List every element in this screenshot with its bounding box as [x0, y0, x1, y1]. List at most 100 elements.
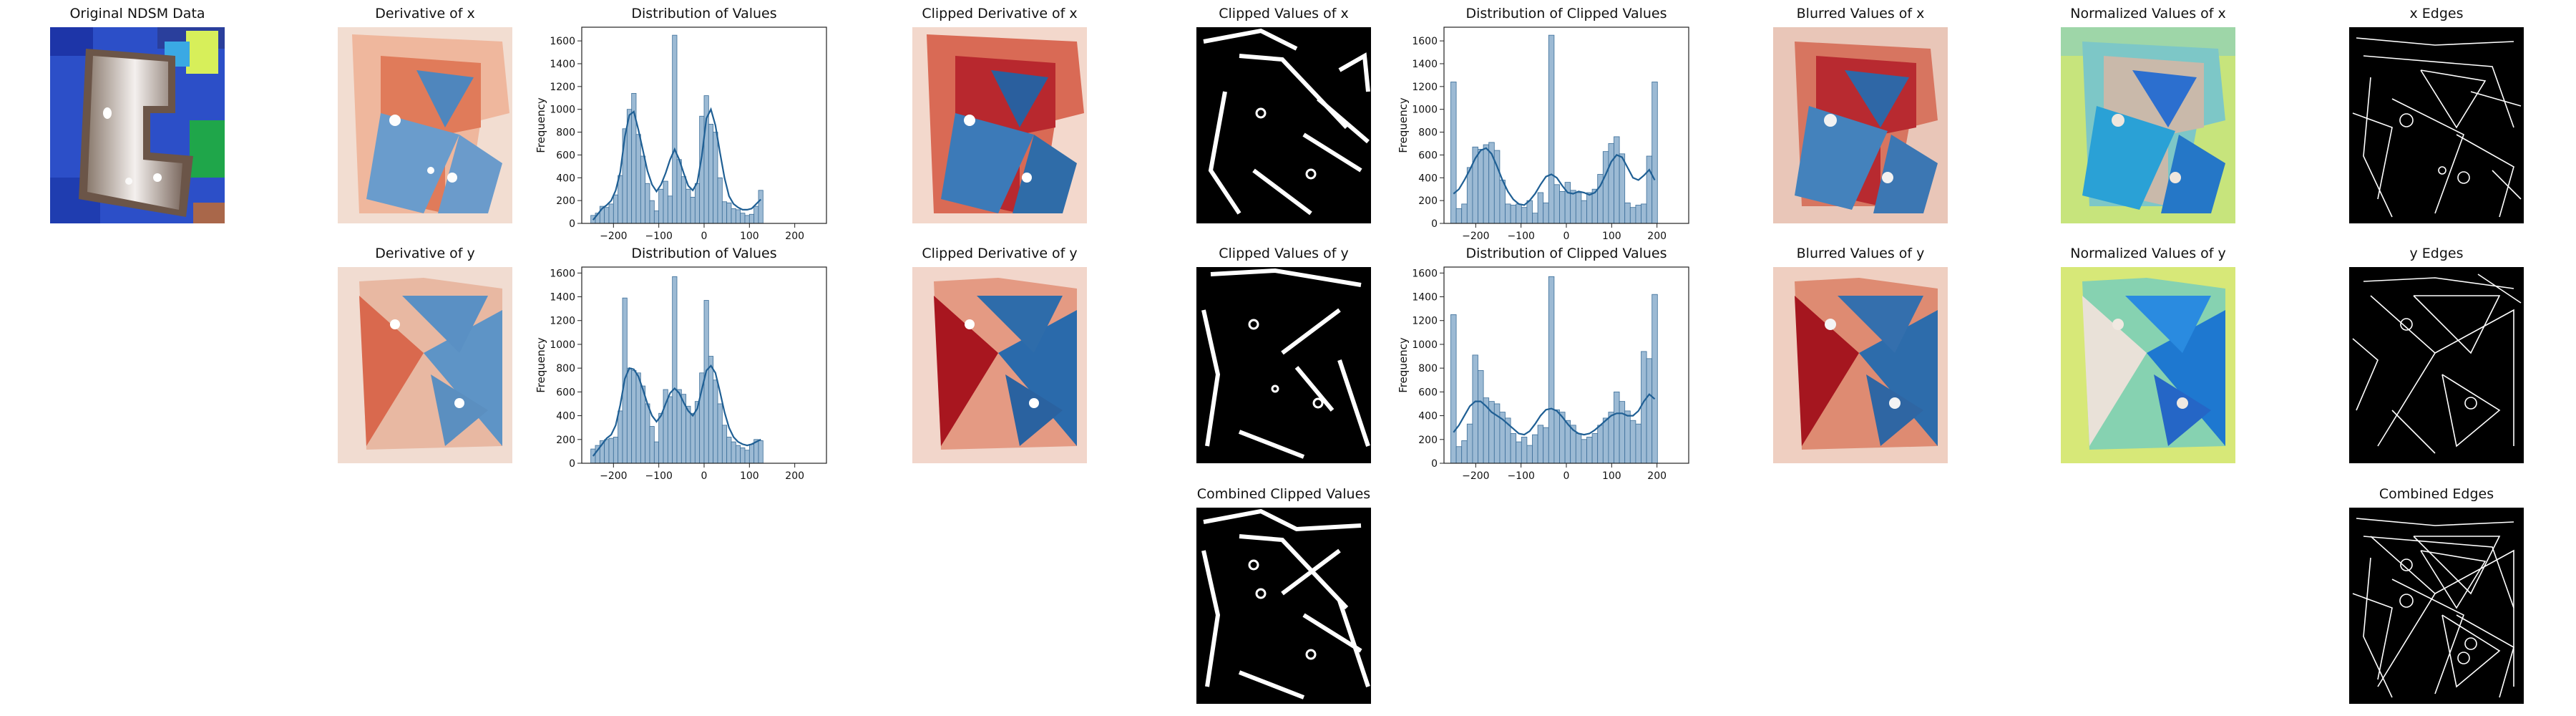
- y-tick-label: 1200: [1412, 82, 1438, 93]
- histogram-bar: [1510, 205, 1517, 224]
- histogram-bar: [667, 396, 673, 464]
- x-tick-label: 100: [1602, 470, 1621, 482]
- x-tick-label: 100: [740, 231, 759, 242]
- y-tick-label: 1000: [1412, 339, 1438, 351]
- histogram-bar: [1614, 136, 1620, 224]
- panel-title: Blurred Values of x: [1796, 6, 1925, 21]
- histogram-bar: [635, 134, 641, 224]
- histogram-clipped-y: Distribution of Clipped Values −200 −100 0…: [1397, 246, 1689, 482]
- y-tick-label: 1200: [550, 82, 575, 93]
- y-tick-label: 1400: [1412, 59, 1438, 70]
- y-tick-label: 400: [556, 173, 575, 184]
- y-tick-label: 400: [1418, 411, 1438, 422]
- histogram-bar: [1532, 213, 1538, 224]
- histogram-bar: [1526, 200, 1533, 224]
- x-tick-label: −100: [1507, 231, 1534, 242]
- y-axis-label: Frequency: [1397, 97, 1410, 153]
- histogram-bar: [748, 444, 755, 464]
- panel-title: Clipped Derivative of y: [922, 246, 1078, 261]
- histogram-bar: [1478, 370, 1484, 464]
- y-tick-label: 200: [556, 195, 575, 207]
- y-tick-label: 800: [1418, 363, 1438, 374]
- histogram-x: Distribution of Values −200 −100 0 100 200 0 2…: [535, 6, 827, 242]
- kde-line: [1453, 147, 1656, 206]
- panel-deriv-x: Derivative of x: [338, 6, 512, 223]
- normalized-x-image: [2061, 27, 2235, 223]
- histogram-bar: [1581, 439, 1587, 464]
- panel-title: Blurred Values of y: [1796, 246, 1925, 261]
- y-tick-label: 1000: [1412, 105, 1438, 116]
- histogram-bar: [1646, 155, 1653, 224]
- histogram-bar: [1532, 434, 1538, 464]
- combined-clipped-image: [1196, 508, 1371, 704]
- histogram-bar: [1543, 202, 1549, 224]
- panel-clipped-deriv-x: Clipped Derivative of x: [912, 6, 1087, 223]
- y-tick-label: 1600: [1412, 36, 1438, 47]
- x-tick-label: −200: [600, 231, 627, 242]
- histogram-bar: [721, 425, 728, 464]
- histogram-bar: [653, 441, 660, 464]
- panel-deriv-y: Derivative of y: [338, 246, 512, 463]
- histogram-bar: [680, 176, 687, 224]
- histogram-bar: [708, 356, 714, 464]
- histogram-bar: [1624, 202, 1631, 224]
- histogram-bar: [1641, 203, 1647, 224]
- chart-title: Distribution of Clipped Values: [1465, 246, 1667, 261]
- y-tick-label: 800: [1418, 127, 1438, 139]
- panel-title: Clipped Values of y: [1219, 246, 1349, 261]
- histogram-bar: [1591, 188, 1599, 224]
- histogram-bar: [1629, 207, 1636, 224]
- kde-line: [592, 364, 761, 457]
- histogram-bar: [1614, 391, 1620, 464]
- panel-blurred-y: Blurred Values of y: [1773, 246, 1948, 463]
- histogram-bar: [1461, 440, 1468, 464]
- histogram-bar: [726, 437, 732, 464]
- panel-title: Derivative of y: [375, 246, 475, 261]
- histogram-bar: [1521, 207, 1528, 224]
- histogram-bar: [590, 448, 596, 464]
- edges-combined-image: [2349, 508, 2524, 704]
- histogram-bar: [1483, 144, 1490, 224]
- panel-edges-x: x Edges: [2349, 6, 2524, 223]
- clipped-derivative-y-image: [912, 267, 1087, 463]
- histogram-bar: [1635, 205, 1641, 224]
- histogram-bar: [1581, 200, 1587, 224]
- histogram-bar: [618, 175, 623, 224]
- histogram-bar: [604, 207, 610, 224]
- x-tick-label: −200: [1462, 231, 1489, 242]
- histogram-bar: [1510, 433, 1517, 464]
- histogram-bar: [1493, 403, 1501, 464]
- histogram-bar: [1466, 423, 1473, 464]
- panel-title: Clipped Derivative of x: [922, 6, 1078, 21]
- histogram-bar: [1608, 143, 1614, 224]
- panel-title: Combined Edges: [2379, 486, 2494, 502]
- histogram-bar: [1570, 190, 1576, 224]
- derivative-y-image: [338, 267, 512, 463]
- histogram-bar: [1564, 182, 1571, 224]
- histogram-bar: [1537, 425, 1544, 464]
- histogram-bar: [1559, 190, 1566, 224]
- panel-clipped-deriv-y: Clipped Derivative of y: [912, 246, 1087, 463]
- kde-line: [592, 107, 761, 221]
- histogram-clipped-x: Distribution of Clipped Values −200 −100 0…: [1397, 6, 1689, 242]
- histogram-bar: [690, 412, 696, 464]
- panel-title: y Edges: [2409, 246, 2464, 261]
- histogram-bar: [1521, 437, 1528, 464]
- y-tick-label: 0: [569, 218, 575, 230]
- y-tick-label: 1000: [550, 105, 575, 116]
- x-tick-label: −200: [1462, 470, 1489, 482]
- panel-title: Normalized Values of y: [2070, 246, 2226, 261]
- panel-title: Derivative of x: [375, 6, 475, 21]
- y-tick-label: 200: [1418, 195, 1438, 207]
- histogram-bar: [645, 403, 650, 464]
- histogram-bar: [1619, 153, 1626, 224]
- histogram-bar: [1629, 420, 1636, 464]
- histogram-bar: [1591, 433, 1599, 464]
- y-axis-label: Frequency: [535, 337, 547, 393]
- histogram-bar: [1450, 314, 1457, 464]
- histogram-bar: [686, 188, 691, 224]
- histogram-bar: [613, 194, 619, 224]
- histogram-bar: [1652, 294, 1658, 464]
- histogram-bar: [676, 159, 682, 224]
- panel-title: x Edges: [2409, 6, 2464, 21]
